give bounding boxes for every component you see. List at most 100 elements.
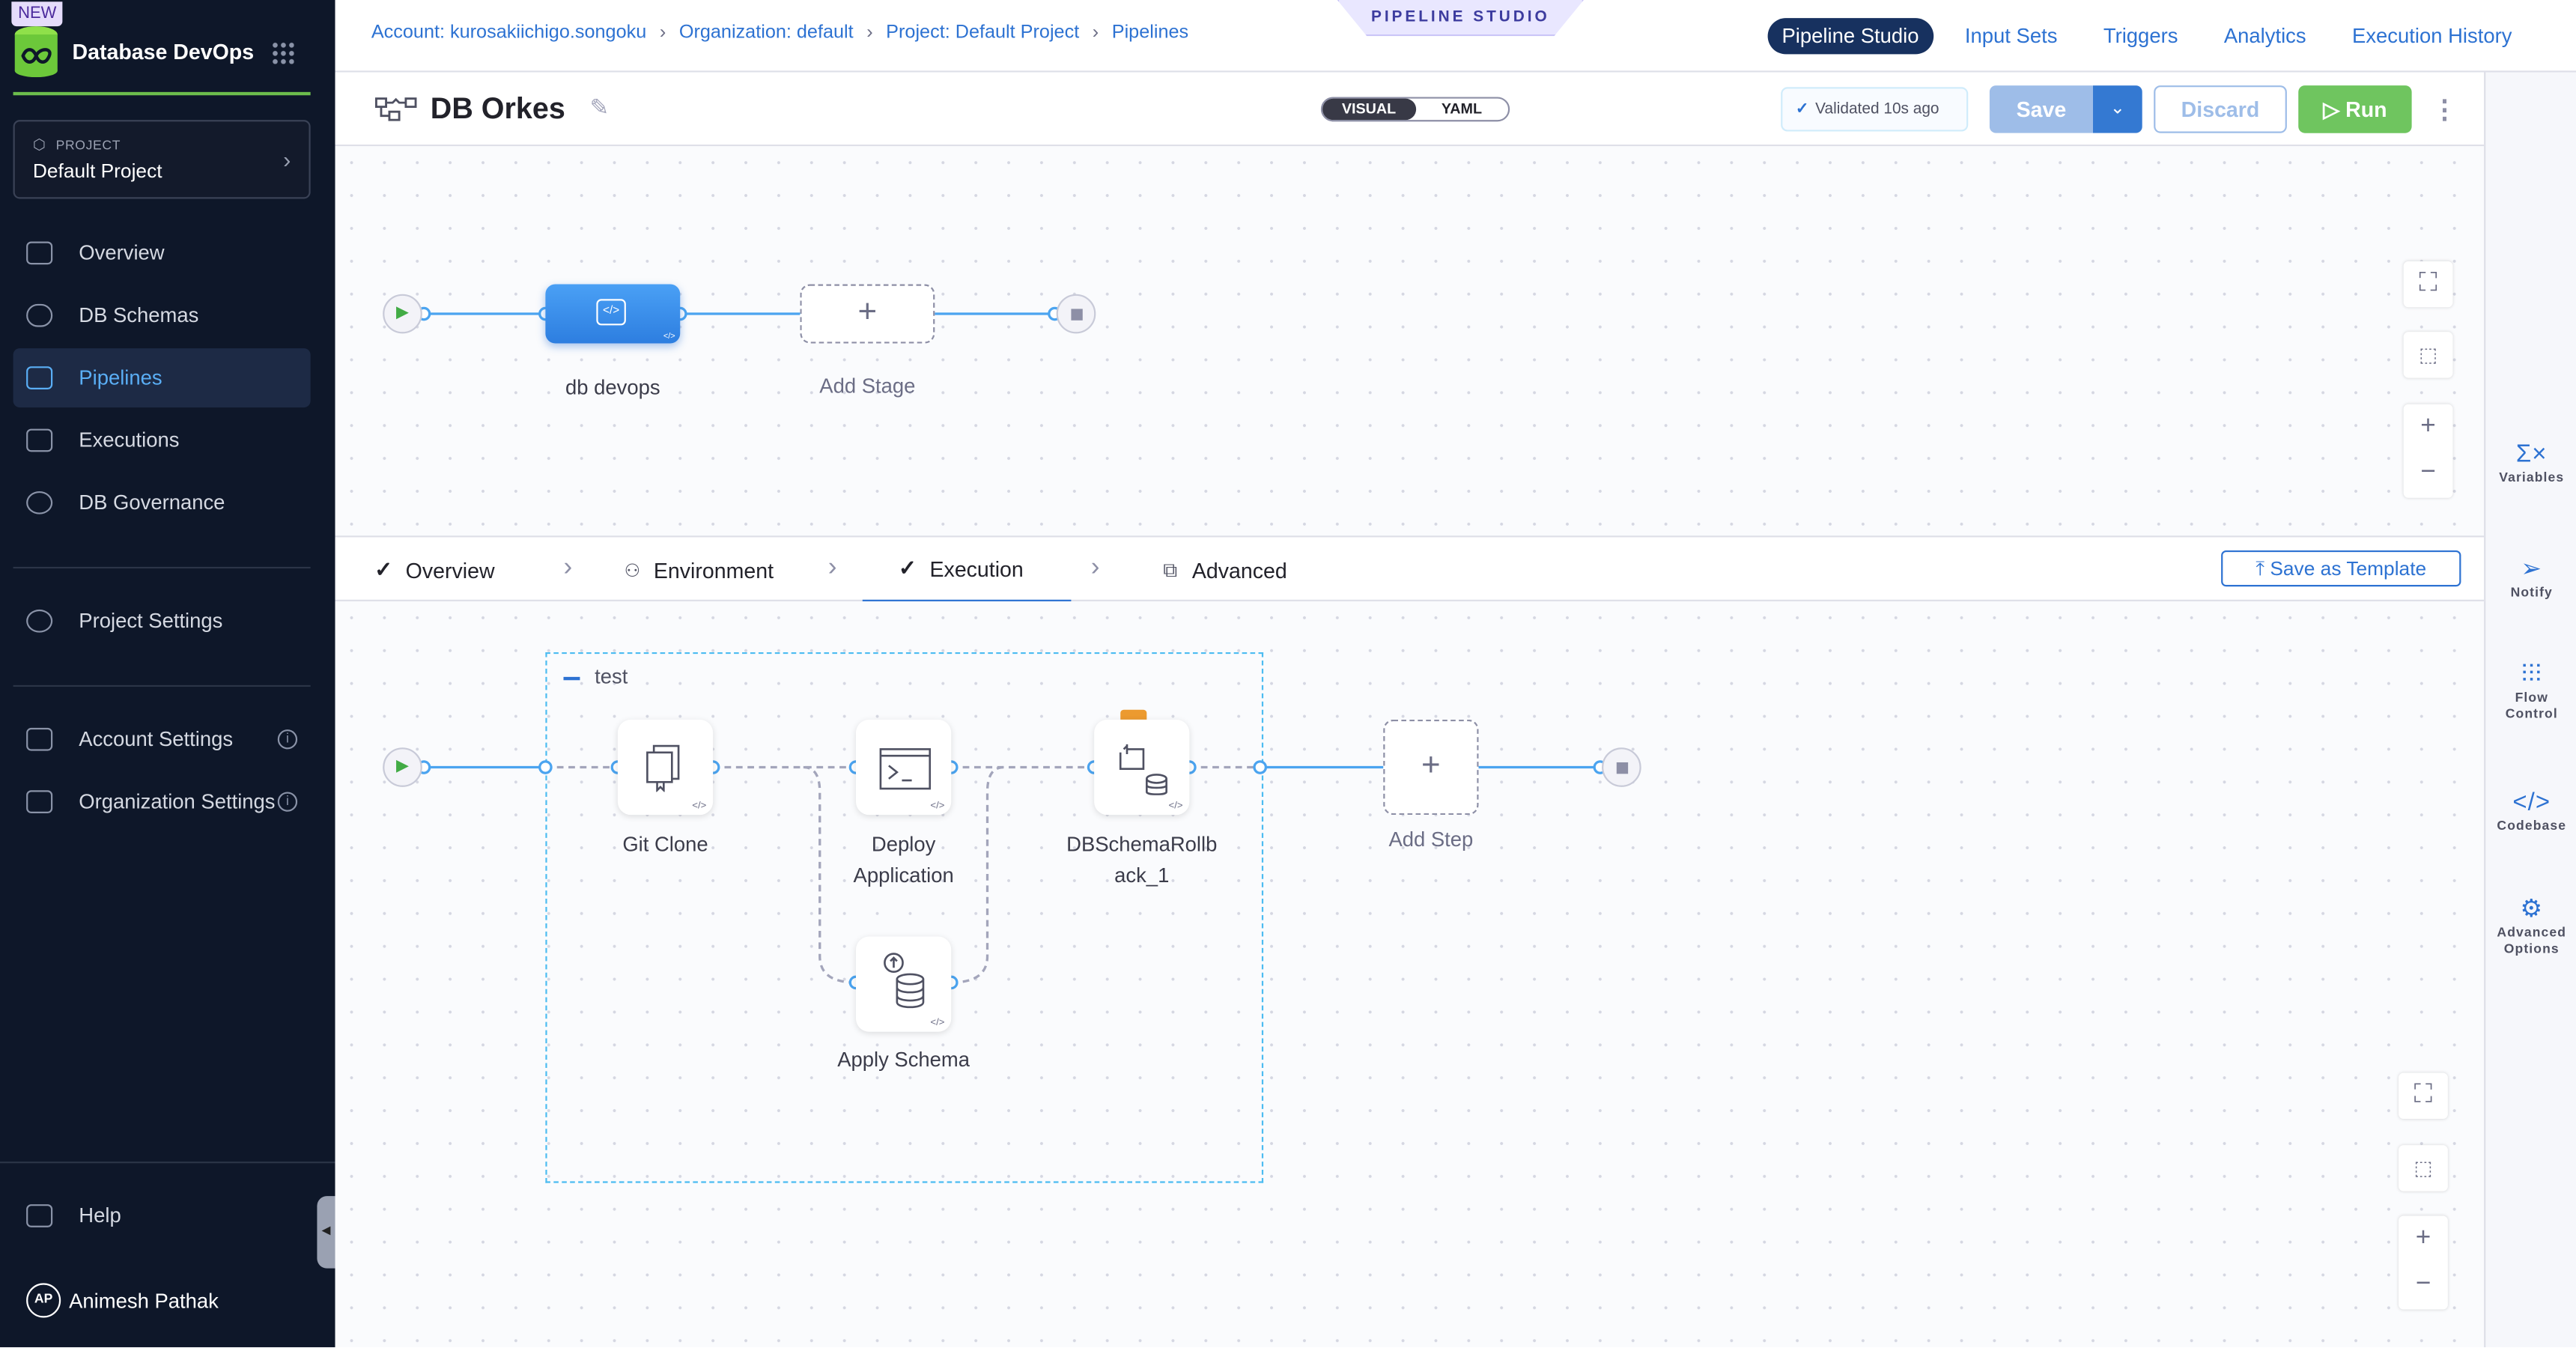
step-label: Git Clone [622,833,708,857]
gear-icon [26,609,53,633]
tab-environment[interactable]: ⚇ Environment [625,537,774,603]
panel-label: Advanced Options [2497,925,2567,956]
step-label-line: Deploy [871,833,936,857]
sidebar-item-label: Project Settings [79,609,223,633]
tab-triggers[interactable]: Triggers [2103,24,2178,48]
pipeline-tabs: Pipeline Studio Input Sets Triggers Anal… [1767,18,2527,55]
step-connectors [416,760,1608,990]
step-node-git-clone[interactable]: </> [617,719,714,816]
codebase-button[interactable]: </> Codebase [2485,790,2576,835]
chevron-right-icon: › [563,553,573,582]
sidebar-item-account-settings[interactable]: Account Settings i [13,710,311,769]
tab-advanced[interactable]: ⧉ Advanced [1163,537,1287,603]
advanced-options-icon: ⚙ [2520,895,2544,923]
tab-input-sets[interactable]: Input Sets [1964,24,2058,48]
chevron-right-icon: › [827,553,837,582]
custom-stage-icon: </> [596,299,626,326]
edit-icon[interactable]: ✎ [589,94,610,121]
sidebar-item-executions[interactable]: Executions [13,410,311,470]
terminal-icon [879,748,932,790]
sidebar-item-organization-settings[interactable]: Organization Settings i [13,772,311,831]
tab-overview[interactable]: ✓ Overview [374,537,494,603]
pipeline-canvas[interactable]: ▶ </> </> db devops + Add Stage ⛶ ⬚ + − [335,146,2485,536]
code-icon: </> [1168,801,1183,812]
tab-execution-history[interactable]: Execution History [2352,24,2512,48]
advanced-options-button[interactable]: ⚙ Advanced Options [2485,895,2576,958]
step-node-dbschemarollback[interactable]: </> [1094,719,1190,816]
visual-yaml-toggle[interactable]: VISUAL YAML [1320,97,1510,122]
select-area-button[interactable]: ⬚ [2399,1145,2448,1191]
stage-node-db-devops[interactable]: </> </> [545,284,681,344]
fit-to-screen-button[interactable]: ⛶ [2399,1072,2448,1120]
divider [13,91,311,96]
zoom-in-button[interactable]: + [2415,1224,2431,1252]
avatar[interactable]: AP [26,1283,61,1318]
breadcrumb-project[interactable]: Project: Default Project [886,22,1080,43]
breadcrumb-organization[interactable]: Organization: default [678,22,854,43]
sidebar-item-overview[interactable]: Overview [13,223,311,282]
panel-label: Codebase [2497,818,2567,834]
app-switcher-icon[interactable] [270,40,294,64]
execution-end-icon [1602,747,1641,787]
step-node-deploy-application[interactable]: </> [856,719,952,816]
tab-label: Execution [929,556,1024,581]
run-button[interactable]: ▷ Run [2298,85,2412,133]
add-stage-button[interactable]: + [800,284,935,344]
select-area-button[interactable]: ⬚ [2403,332,2453,378]
tab-pipeline-studio[interactable]: Pipeline Studio [1767,18,1934,55]
divider [13,684,311,687]
account-settings-icon [26,727,53,751]
variables-icon: Σ× [2515,440,2548,469]
execution-canvas[interactable]: test ▶ </> Git Clone </> Deploy Applicati… [335,601,2485,1347]
zoom-in-button[interactable]: + [2420,412,2436,440]
add-step-button[interactable]: + [1383,719,1479,816]
database-icon [26,303,53,327]
apply-schema-icon [884,953,925,1009]
top-bar: Account: kurosakiichigo.songoku › Organiz… [335,0,2576,73]
sidebar-item-label: Account Settings [79,727,234,751]
sidebar-item-help[interactable]: Help [13,1186,311,1245]
sidebar-item-pipelines[interactable]: Pipelines [13,348,311,408]
notify-button[interactable]: ➢ Notify [2485,557,2576,601]
zoom-out-button[interactable]: − [2420,458,2436,487]
save-button[interactable]: Save [1989,85,2094,133]
breadcrumb-pipelines[interactable]: Pipelines [1111,22,1189,43]
fit-to-screen-button[interactable]: ⛶ [2403,261,2453,308]
visual-option[interactable]: VISUAL [1322,98,1416,121]
sidebar-item-label: DB Governance [79,491,225,514]
zoom-out-button[interactable]: − [2415,1269,2431,1299]
info-icon[interactable]: i [277,792,298,812]
step-group-test[interactable] [545,652,1264,1183]
breadcrumb-account[interactable]: Account: kurosakiichigo.songoku [371,22,647,43]
project-selector[interactable]: ⬡ PROJECT Default Project › [13,120,311,199]
discard-button[interactable]: Discard [2154,85,2287,133]
group-label: test [595,665,628,689]
step-label: Deploy Application [804,830,1004,892]
yaml-option[interactable]: YAML [1441,100,1483,117]
sidebar-item-project-settings[interactable]: Project Settings [13,592,311,651]
tab-label: Advanced [1191,557,1287,583]
collapse-group-icon[interactable] [563,676,580,681]
tab-analytics[interactable]: Analytics [2223,24,2306,48]
sidebar-item-db-schemas[interactable]: DB Schemas [13,286,311,345]
validation-status[interactable]: ✓ Validated 10s ago [1781,87,1969,132]
collapse-sidebar-button[interactable]: ◀ [317,1196,335,1269]
chevron-right-icon: › [1090,553,1100,582]
pipeline-start-icon: ▶ [383,294,422,334]
chevron-down-icon[interactable]: ⌄ [2093,85,2142,133]
user-name[interactable]: Animesh Pathak [69,1290,219,1313]
sidebar-item-db-governance[interactable]: DB Governance [13,473,311,532]
flow-control-button[interactable]: ⫶⫶⫶ Flow Control [2485,662,2576,723]
sidebar-item-label: Help [79,1204,121,1227]
info-icon[interactable]: i [277,729,298,750]
save-as-template-button[interactable]: ⤒ Save as Template [2221,550,2461,587]
project-icon: ⬡ [32,136,46,154]
code-icon: </> [663,332,675,342]
step-node-apply-schema[interactable]: </> [856,936,952,1032]
zoom-controls: + − [2399,1215,2448,1310]
advanced-icon: ⧉ [1163,557,1178,581]
more-options-icon[interactable]: ⋮ [2431,97,2458,125]
variables-button[interactable]: Σ× Variables [2485,440,2576,487]
validated-time: 10s ago [1883,100,1939,118]
tab-execution[interactable]: ✓ Execution [862,537,1072,604]
